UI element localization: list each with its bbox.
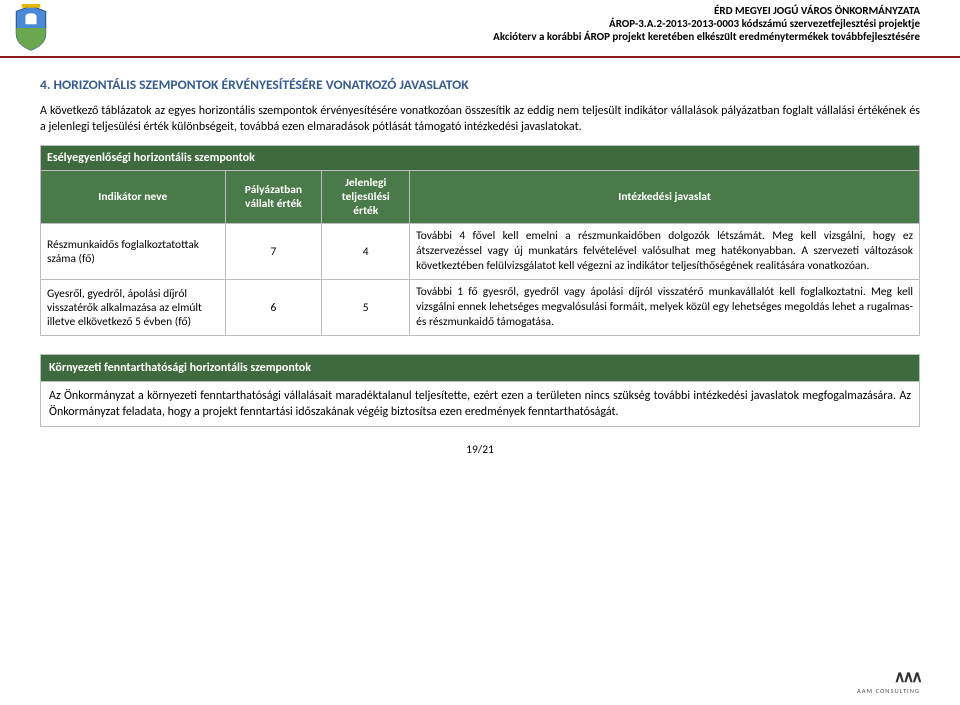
intro-paragraph: A következő táblázatok az egyes horizont…	[40, 103, 920, 135]
logo-text: AAM CONSULTING	[857, 687, 920, 695]
committed-value: 6	[225, 280, 322, 336]
section-title: 4. HORIZONTÁLIS SZEMPONTOK ÉRVÉNYESÍTÉSÉ…	[40, 76, 920, 93]
current-value: 4	[322, 224, 410, 280]
header-org: ÉRD MEGYEI JOGÚ VÁROS ÖNKORMÁNYZATA	[60, 4, 920, 17]
crest-icon	[12, 4, 50, 52]
header-subtitle: Akcióterv a korábbi ÁROP projekt keretéb…	[60, 30, 920, 43]
table1-col-indicator: Indikátor neve	[41, 171, 226, 224]
action-text: További 1 fő gyesről, gyedről vagy ápolá…	[410, 280, 920, 336]
table-row: Gyesről, gyedről, ápolási díjról visszat…	[41, 280, 920, 336]
logo-glyph-icon: ∧∧∧	[857, 667, 920, 687]
committed-value: 7	[225, 224, 322, 280]
table2-body: Az Önkormányzat a környezeti fenntarthat…	[41, 382, 920, 427]
table1-col-action: Intézkedési javaslat	[410, 171, 920, 224]
current-value: 5	[322, 280, 410, 336]
page-content: 4. HORIZONTÁLIS SZEMPONTOK ÉRVÉNYESÍTÉSÉ…	[0, 58, 960, 457]
footer-logo: ∧∧∧ AAM CONSULTING	[857, 667, 920, 695]
indicator-name: Gyesről, gyedről, ápolási díjról visszat…	[41, 280, 226, 336]
equal-opportunity-table: Esélyegyenlőségi horizontális szempontok…	[40, 145, 920, 336]
table1-col-current: Jelenlegi teljesülési érték	[322, 171, 410, 224]
action-text: További 4 fővel kell emelni a részmunkai…	[410, 224, 920, 280]
environmental-table: Környezeti fenntarthatósági horizontális…	[40, 354, 920, 427]
table-row: Részmunkaidős foglalkoztatottak száma (f…	[41, 224, 920, 280]
table2-band: Környezeti fenntarthatósági horizontális…	[41, 355, 920, 382]
table1-col-committed: Pályázatban vállalt érték	[225, 171, 322, 224]
indicator-name: Részmunkaidős foglalkoztatottak száma (f…	[41, 224, 226, 280]
header-project-code: ÁROP-3.A.2-2013-2013-0003 kódszámú szerv…	[60, 17, 920, 30]
document-header: ÉRD MEGYEI JOGÚ VÁROS ÖNKORMÁNYZATA ÁROP…	[0, 0, 960, 58]
table1-band: Esélyegyenlőségi horizontális szempontok	[41, 146, 920, 171]
page-number: 19/21	[40, 443, 920, 457]
